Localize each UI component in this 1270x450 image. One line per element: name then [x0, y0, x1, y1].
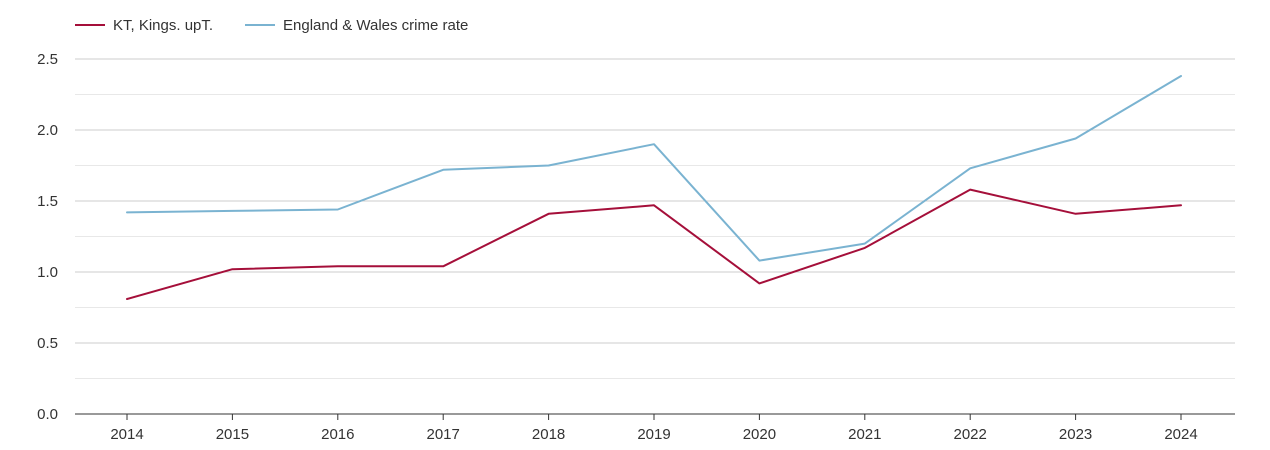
series-line-kt[interactable] [126, 188, 1182, 300]
y-tick-label: 0.0 [37, 406, 58, 423]
x-tick-label: 2023 [1059, 426, 1092, 443]
y-tick-label: 1.5 [37, 193, 58, 210]
x-tick-label: 2020 [743, 426, 776, 443]
legend-label-england-wales: England & Wales crime rate [283, 17, 468, 34]
x-tick-label: 2024 [1164, 426, 1197, 443]
y-tick-label: 2.0 [37, 122, 58, 139]
series-lines [126, 75, 1182, 300]
x-tick-label: 2016 [321, 426, 354, 443]
legend: KT, Kings. upT. England & Wales crime ra… [75, 17, 468, 34]
x-tick-label: 2018 [532, 426, 565, 443]
x-axis: 2014 2015 2016 2017 2018 2019 2020 2021 2022 2023… [75, 413, 1235, 443]
x-tick-label: 2019 [637, 426, 670, 443]
grid [75, 58, 1235, 379]
series-line-england-wales[interactable] [126, 75, 1182, 262]
y-tick-label: 0.5 [37, 335, 58, 352]
legend-label-kt: KT, Kings. upT. [113, 17, 213, 34]
x-tick-label: 2017 [427, 426, 460, 443]
x-tick-label: 2021 [848, 426, 881, 443]
x-tick-label: 2015 [216, 426, 249, 443]
legend-item-england-wales[interactable]: England & Wales crime rate [245, 17, 468, 34]
x-tick-label: 2014 [110, 426, 143, 443]
x-tick-label: 2022 [954, 426, 987, 443]
y-axis: 0.0 0.5 1.0 1.5 2.0 2.5 [37, 51, 58, 423]
legend-item-kt[interactable]: KT, Kings. upT. [75, 17, 213, 34]
y-tick-label: 1.0 [37, 264, 58, 281]
y-tick-label: 2.5 [37, 51, 58, 68]
